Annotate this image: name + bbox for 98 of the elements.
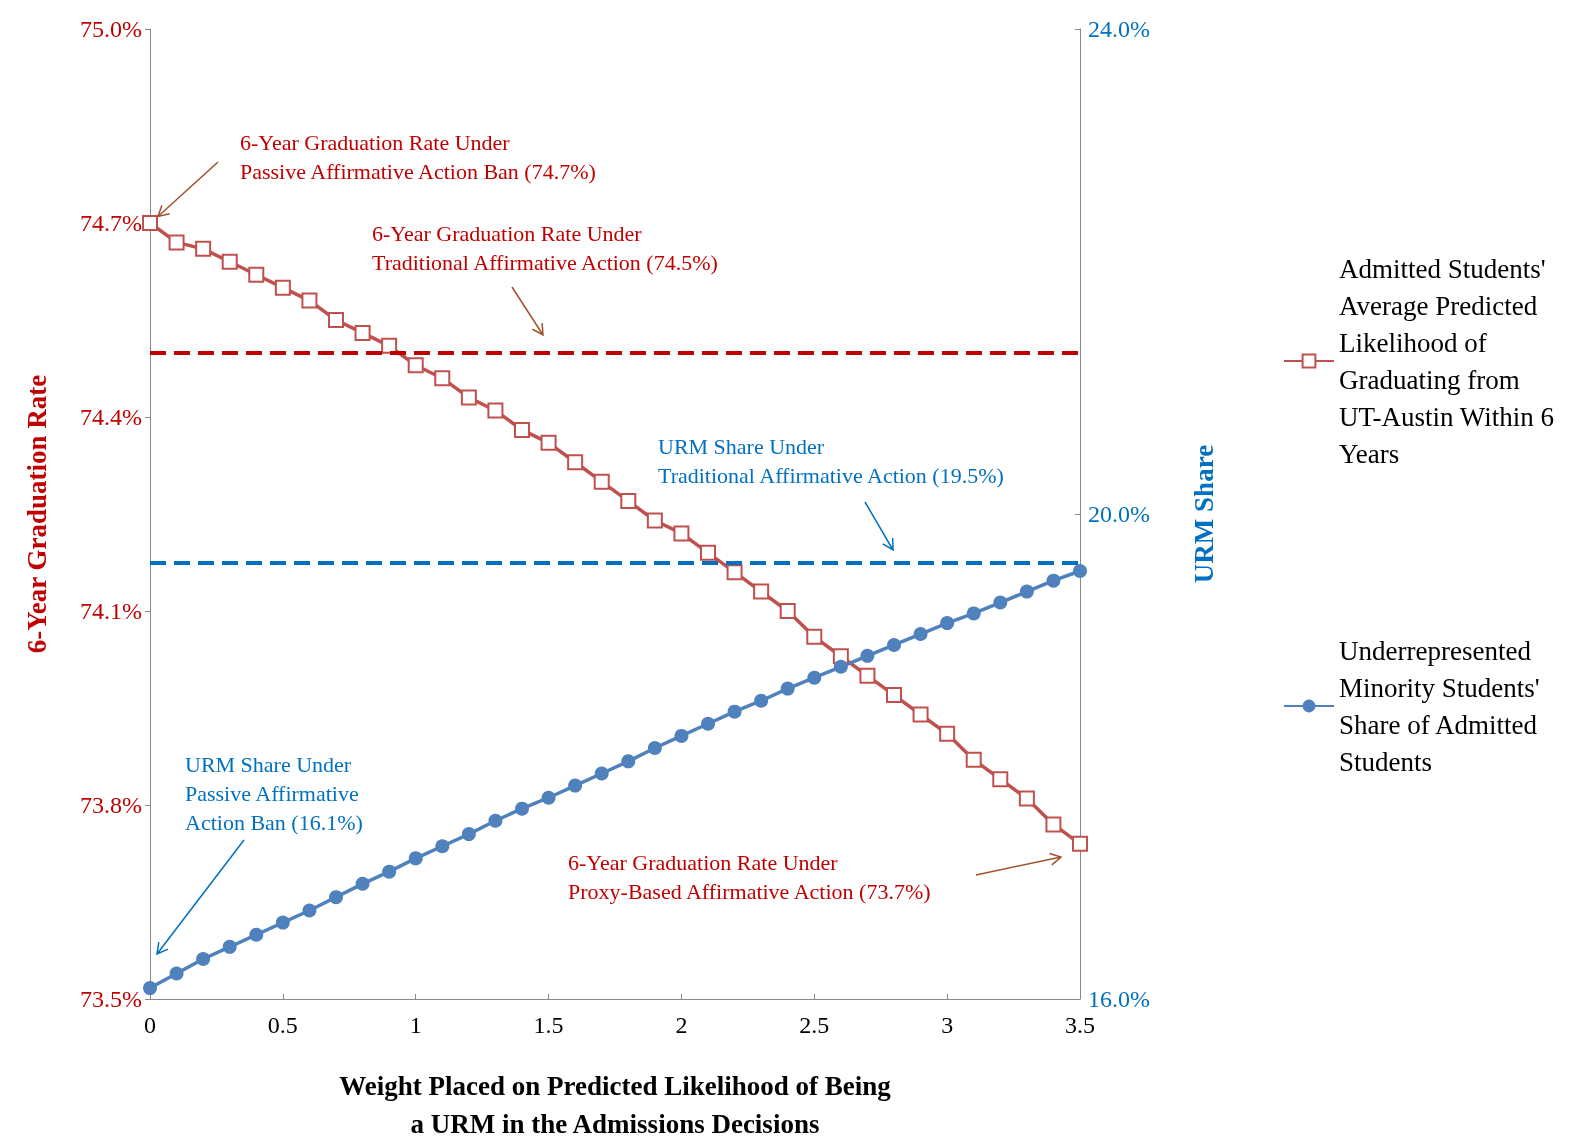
point <box>487 402 504 419</box>
point <box>275 915 290 930</box>
y-tick-label: 73.8% <box>80 792 142 818</box>
point <box>168 234 185 251</box>
point <box>593 473 610 490</box>
point <box>646 512 663 529</box>
point <box>329 890 343 905</box>
point <box>355 876 370 891</box>
point <box>993 595 1008 610</box>
point <box>780 681 795 696</box>
point <box>992 771 1009 788</box>
point <box>169 966 184 981</box>
point <box>196 951 211 966</box>
y-tick-label: 74.7% <box>80 210 142 236</box>
y2-tick-label: 20.0% <box>1088 501 1150 527</box>
point <box>673 525 690 542</box>
point <box>1046 573 1061 588</box>
point <box>382 864 397 879</box>
x-tick-label: 1.5 <box>533 1012 564 1038</box>
point <box>594 766 609 781</box>
legend-label: Admitted Students' Average Predicted Likelihood of Graduating from UT-Austin Within 6 Years <box>1339 253 1561 469</box>
point <box>222 939 237 954</box>
x-tick-label: 3 <box>941 1012 954 1038</box>
x-tick-label: 1 <box>409 1012 422 1038</box>
y-axis-title: 6-Year Graduation Rate <box>21 374 52 654</box>
point <box>674 728 689 743</box>
point <box>301 292 318 309</box>
point <box>726 564 743 581</box>
point <box>248 266 265 283</box>
point <box>753 583 770 600</box>
point <box>647 741 662 756</box>
point <box>249 927 264 942</box>
point <box>727 704 742 719</box>
point <box>887 637 901 652</box>
x-tick-label: 2 <box>675 1012 688 1038</box>
x-tick-label: 3.5 <box>1065 1012 1095 1038</box>
point <box>833 659 848 674</box>
point <box>328 312 344 328</box>
y-tick-label: 75.0% <box>80 16 142 42</box>
point <box>274 279 291 296</box>
point <box>754 693 769 708</box>
legend-label: Underrepresented Minority Students' Share of Admitted Students <box>1339 635 1547 777</box>
point <box>461 827 476 842</box>
point <box>460 389 477 406</box>
point <box>407 357 424 374</box>
point <box>1018 790 1035 807</box>
point <box>514 421 530 438</box>
point <box>142 215 158 231</box>
point <box>381 337 398 354</box>
point <box>779 603 796 619</box>
point <box>488 813 503 828</box>
point <box>354 324 371 341</box>
point <box>540 434 557 451</box>
point <box>940 616 955 631</box>
point <box>302 903 317 918</box>
point <box>541 790 556 805</box>
point <box>515 801 529 816</box>
point <box>143 981 157 996</box>
x-tick-label: 0.5 <box>267 1012 298 1038</box>
annotation: URM Share Under Traditional Affirmative Action (19.5%) <box>658 433 1004 490</box>
point <box>860 648 875 663</box>
annotation: 6-Year Graduation Rate Under Proxy-Based Affirmative Action (73.7%) <box>568 849 931 906</box>
y2-axis-title: URM Share <box>1188 444 1219 584</box>
x-tick-label: 2.5 <box>799 1012 830 1038</box>
y-tick-label: 74.4% <box>80 404 142 430</box>
point <box>939 725 956 742</box>
point <box>806 628 823 645</box>
point <box>435 839 450 854</box>
point <box>859 667 876 684</box>
point <box>568 778 583 793</box>
y-tick-label: 74.1% <box>80 598 142 624</box>
point <box>567 454 584 471</box>
point <box>701 716 715 731</box>
point <box>195 240 212 257</box>
annotation: 6-Year Graduation Rate Under Passive Affirmative Action Ban (74.7%) <box>240 129 596 186</box>
point <box>1019 584 1034 599</box>
point <box>966 606 981 621</box>
point <box>913 627 928 642</box>
point <box>1072 835 1088 852</box>
point <box>621 754 636 769</box>
annotation: 6-Year Graduation Rate Under Traditional Affirmative Action (74.5%) <box>372 220 718 277</box>
point <box>700 544 716 561</box>
point <box>434 370 451 387</box>
y2-tick-label: 16.0% <box>1088 986 1150 1012</box>
point <box>912 706 929 723</box>
point <box>620 493 637 510</box>
point <box>221 253 238 270</box>
point <box>1045 816 1062 833</box>
y2-tick-label: 24.0% <box>1088 16 1150 42</box>
point <box>807 670 822 685</box>
x-tick-label: 0 <box>144 1012 156 1038</box>
x-axis-title: Weight Placed on Predicted Likelihood of Being a URM in the Admissions Decisions <box>339 1071 892 1139</box>
point <box>408 851 423 866</box>
point <box>1073 563 1087 578</box>
y-tick-label: 73.5% <box>80 986 142 1012</box>
annotation: URM Share Under Passive Affirmative Action Ban (16.1%) <box>185 751 363 837</box>
point <box>965 751 982 768</box>
point <box>886 687 902 704</box>
